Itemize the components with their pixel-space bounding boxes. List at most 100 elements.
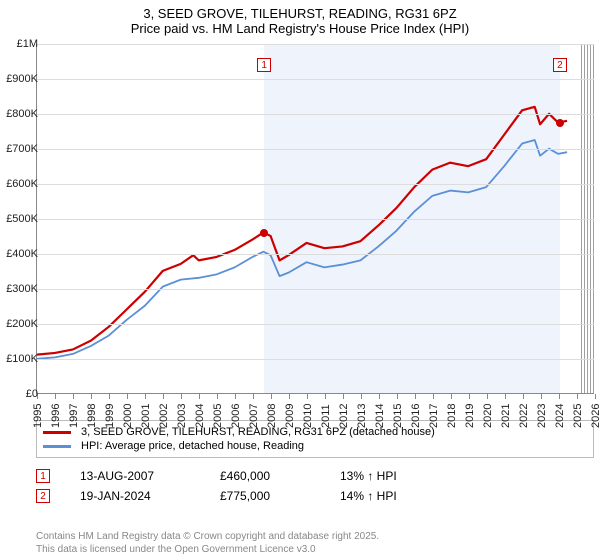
sale-price-2: £775,000 — [220, 489, 310, 503]
y-axis-label: £300K — [6, 283, 38, 295]
y-axis-label: £100K — [6, 353, 38, 365]
sale-pct-1: 13% ↑ HPI — [340, 469, 397, 483]
x-axis-label: 2023 — [536, 404, 548, 428]
x-axis-label: 2010 — [302, 404, 314, 428]
series-hpi — [37, 140, 567, 359]
x-tick — [73, 394, 74, 399]
x-tick — [91, 394, 92, 399]
y-axis-label: £900K — [6, 73, 38, 85]
gridline — [37, 79, 594, 80]
x-axis-label: 2012 — [338, 404, 350, 428]
x-tick — [343, 394, 344, 399]
sale-marker-box-1: 1 — [257, 58, 271, 72]
x-axis-label: 1996 — [50, 404, 62, 428]
legend-swatch-hpi — [43, 445, 71, 448]
x-axis-label: 2022 — [518, 404, 530, 428]
sale-date-1: 13-AUG-2007 — [80, 469, 190, 483]
legend: 3, SEED GROVE, TILEHURST, READING, RG31 … — [36, 420, 594, 506]
x-tick — [127, 394, 128, 399]
sale-marker-box-2: 2 — [553, 58, 567, 72]
x-axis-label: 2006 — [230, 404, 242, 428]
x-tick — [145, 394, 146, 399]
y-axis-label: £0 — [26, 388, 38, 400]
x-axis-label: 2018 — [446, 404, 458, 428]
y-axis-label: £800K — [6, 108, 38, 120]
y-axis-label: £700K — [6, 143, 38, 155]
x-axis-label: 2026 — [590, 404, 600, 428]
y-axis-label: £500K — [6, 213, 38, 225]
y-axis-label: £400K — [6, 248, 38, 260]
title-line1: 3, SEED GROVE, TILEHURST, READING, RG31 … — [0, 6, 600, 21]
sale-date-2: 19-JAN-2024 — [80, 489, 190, 503]
x-tick — [577, 394, 578, 399]
x-tick — [505, 394, 506, 399]
x-axis-label: 2000 — [122, 404, 134, 428]
y-axis-label: £200K — [6, 318, 38, 330]
x-tick — [55, 394, 56, 399]
x-tick — [181, 394, 182, 399]
sale-pct-2: 14% ↑ HPI — [340, 489, 397, 503]
x-tick — [523, 394, 524, 399]
sale-marker-2: 2 — [36, 489, 50, 503]
x-axis-label: 2020 — [482, 404, 494, 428]
x-tick — [415, 394, 416, 399]
x-axis-label: 2024 — [554, 404, 566, 428]
x-axis-label: 2011 — [320, 404, 332, 428]
x-axis-label: 2025 — [572, 404, 584, 428]
legend-swatch-property — [43, 431, 71, 434]
x-axis-label: 2003 — [176, 404, 188, 428]
sale-marker-dot-1 — [260, 229, 268, 237]
x-axis-label: 2007 — [248, 404, 260, 428]
footer: Contains HM Land Registry data © Crown c… — [36, 530, 379, 556]
gridline — [37, 289, 594, 290]
x-tick — [361, 394, 362, 399]
x-axis-label: 2014 — [374, 404, 386, 428]
x-axis-label: 2001 — [140, 404, 152, 428]
x-tick — [199, 394, 200, 399]
x-tick — [217, 394, 218, 399]
sale-row-2: 2 19-JAN-2024 £775,000 14% ↑ HPI — [36, 486, 594, 506]
x-tick — [469, 394, 470, 399]
x-tick — [451, 394, 452, 399]
chart-title: 3, SEED GROVE, TILEHURST, READING, RG31 … — [0, 0, 600, 36]
title-line2: Price paid vs. HM Land Registry's House … — [0, 21, 600, 36]
gridline — [37, 254, 594, 255]
x-axis-label: 2021 — [500, 404, 512, 428]
footer-line1: Contains HM Land Registry data © Crown c… — [36, 530, 379, 543]
x-axis-label: 2019 — [464, 404, 476, 428]
x-axis-label: 1997 — [68, 404, 80, 428]
x-tick — [235, 394, 236, 399]
gridline — [37, 114, 594, 115]
gridline — [37, 219, 594, 220]
gridline — [37, 324, 594, 325]
x-axis-label: 1999 — [104, 404, 116, 428]
footer-line2: This data is licensed under the Open Gov… — [36, 543, 379, 556]
x-axis-label: 2009 — [284, 404, 296, 428]
x-tick — [163, 394, 164, 399]
sale-row-1: 1 13-AUG-2007 £460,000 13% ↑ HPI — [36, 466, 594, 486]
sale-rows: 1 13-AUG-2007 £460,000 13% ↑ HPI 2 19-JA… — [36, 466, 594, 506]
y-axis-label: £600K — [6, 178, 38, 190]
x-tick — [109, 394, 110, 399]
x-tick — [595, 394, 596, 399]
y-axis-label: £1M — [17, 38, 38, 50]
x-tick — [487, 394, 488, 399]
x-axis-label: 2005 — [212, 404, 224, 428]
x-tick — [559, 394, 560, 399]
x-tick — [271, 394, 272, 399]
x-axis-label: 2013 — [356, 404, 368, 428]
sale-marker-dot-2 — [556, 119, 564, 127]
x-tick — [433, 394, 434, 399]
gridline — [37, 184, 594, 185]
x-tick — [289, 394, 290, 399]
gridline — [37, 149, 594, 150]
gridline — [37, 44, 594, 45]
x-tick — [325, 394, 326, 399]
x-axis-label: 2004 — [194, 404, 206, 428]
x-axis-label: 1995 — [32, 404, 44, 428]
x-axis-label: 2016 — [410, 404, 422, 428]
x-axis-label: 2017 — [428, 404, 440, 428]
x-tick — [397, 394, 398, 399]
gridline — [37, 359, 594, 360]
x-tick — [307, 394, 308, 399]
